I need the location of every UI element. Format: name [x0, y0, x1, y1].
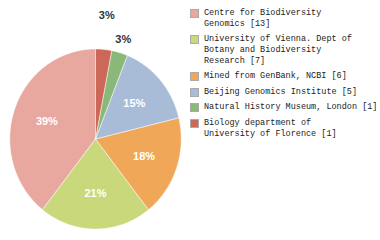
html-text:Biology department of Universi: Biology department of University of Flor…	[204, 118, 337, 139]
svg-text:21%: 21%	[84, 186, 106, 198]
svg-text:39%: 39%	[36, 114, 58, 126]
html-text:Beijing Genomics Institute [5]: Beijing Genomics Institute [5]	[204, 86, 357, 97]
html-text:Mined from GenBank, NCBI [6]: Mined from GenBank, NCBI [6]	[204, 71, 347, 82]
svg-text:3%: 3%	[115, 33, 131, 45]
svg-text:3%: 3%	[99, 8, 115, 20]
html-text:Natural History Museum, London: Natural History Museum, London [1]	[204, 102, 378, 113]
svg-text:18%: 18%	[133, 150, 155, 162]
html-text:Centre for Biodiversity Genomi: Centre for Biodiversity Genomics [13]	[204, 8, 322, 29]
html-text:University of Vienna. Dept of: University of Vienna. Dept of Botany and…	[204, 34, 352, 66]
svg-text:15%: 15%	[123, 97, 145, 109]
